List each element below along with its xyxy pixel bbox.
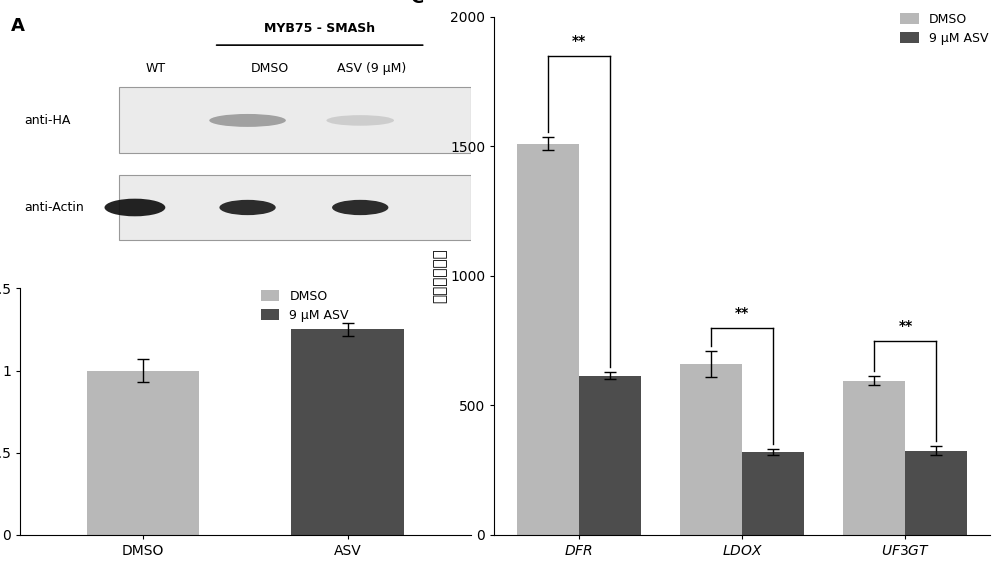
- Text: ASV (9 μM): ASV (9 μM): [337, 61, 406, 75]
- Legend: DMSO, 9 μM ASV: DMSO, 9 μM ASV: [900, 13, 989, 45]
- Ellipse shape: [326, 115, 394, 126]
- Ellipse shape: [209, 114, 286, 127]
- Bar: [291, 329, 404, 535]
- FancyBboxPatch shape: [119, 175, 471, 240]
- Ellipse shape: [104, 199, 165, 216]
- FancyBboxPatch shape: [119, 87, 471, 153]
- Text: **: **: [572, 34, 586, 48]
- Bar: [905, 450, 967, 535]
- Text: **: **: [898, 319, 913, 333]
- Y-axis label: 相对表达水平: 相对表达水平: [432, 248, 447, 303]
- Text: anti-HA: anti-HA: [25, 114, 71, 127]
- Text: anti-Actin: anti-Actin: [25, 201, 84, 214]
- Bar: [87, 370, 199, 535]
- Bar: [517, 144, 579, 535]
- Bar: [742, 452, 804, 535]
- Ellipse shape: [219, 200, 276, 215]
- Legend: DMSO, 9 μM ASV: DMSO, 9 μM ASV: [261, 289, 349, 322]
- Text: A: A: [11, 17, 25, 35]
- Ellipse shape: [332, 200, 388, 215]
- Text: **: **: [735, 306, 749, 320]
- Bar: [579, 376, 641, 535]
- Bar: [680, 364, 742, 535]
- Text: DMSO: DMSO: [251, 61, 289, 75]
- Text: WT: WT: [145, 61, 165, 75]
- Text: C: C: [410, 0, 423, 7]
- Text: MYB75 - SMASh: MYB75 - SMASh: [264, 21, 375, 34]
- Bar: [843, 381, 905, 535]
